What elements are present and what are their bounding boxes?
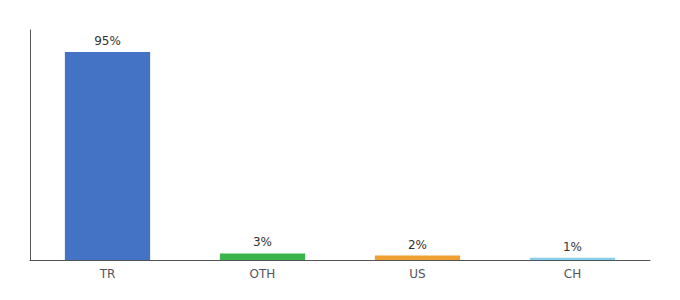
- svg-text:CH: CH: [564, 267, 581, 281]
- svg-text:OTH: OTH: [250, 267, 276, 281]
- svg-text:US: US: [409, 267, 425, 281]
- svg-text:1%: 1%: [563, 240, 582, 254]
- svg-text:TR: TR: [99, 267, 116, 281]
- svg-text:3%: 3%: [253, 235, 272, 249]
- svg-text:2%: 2%: [408, 238, 427, 252]
- svg-text:95%: 95%: [94, 34, 121, 48]
